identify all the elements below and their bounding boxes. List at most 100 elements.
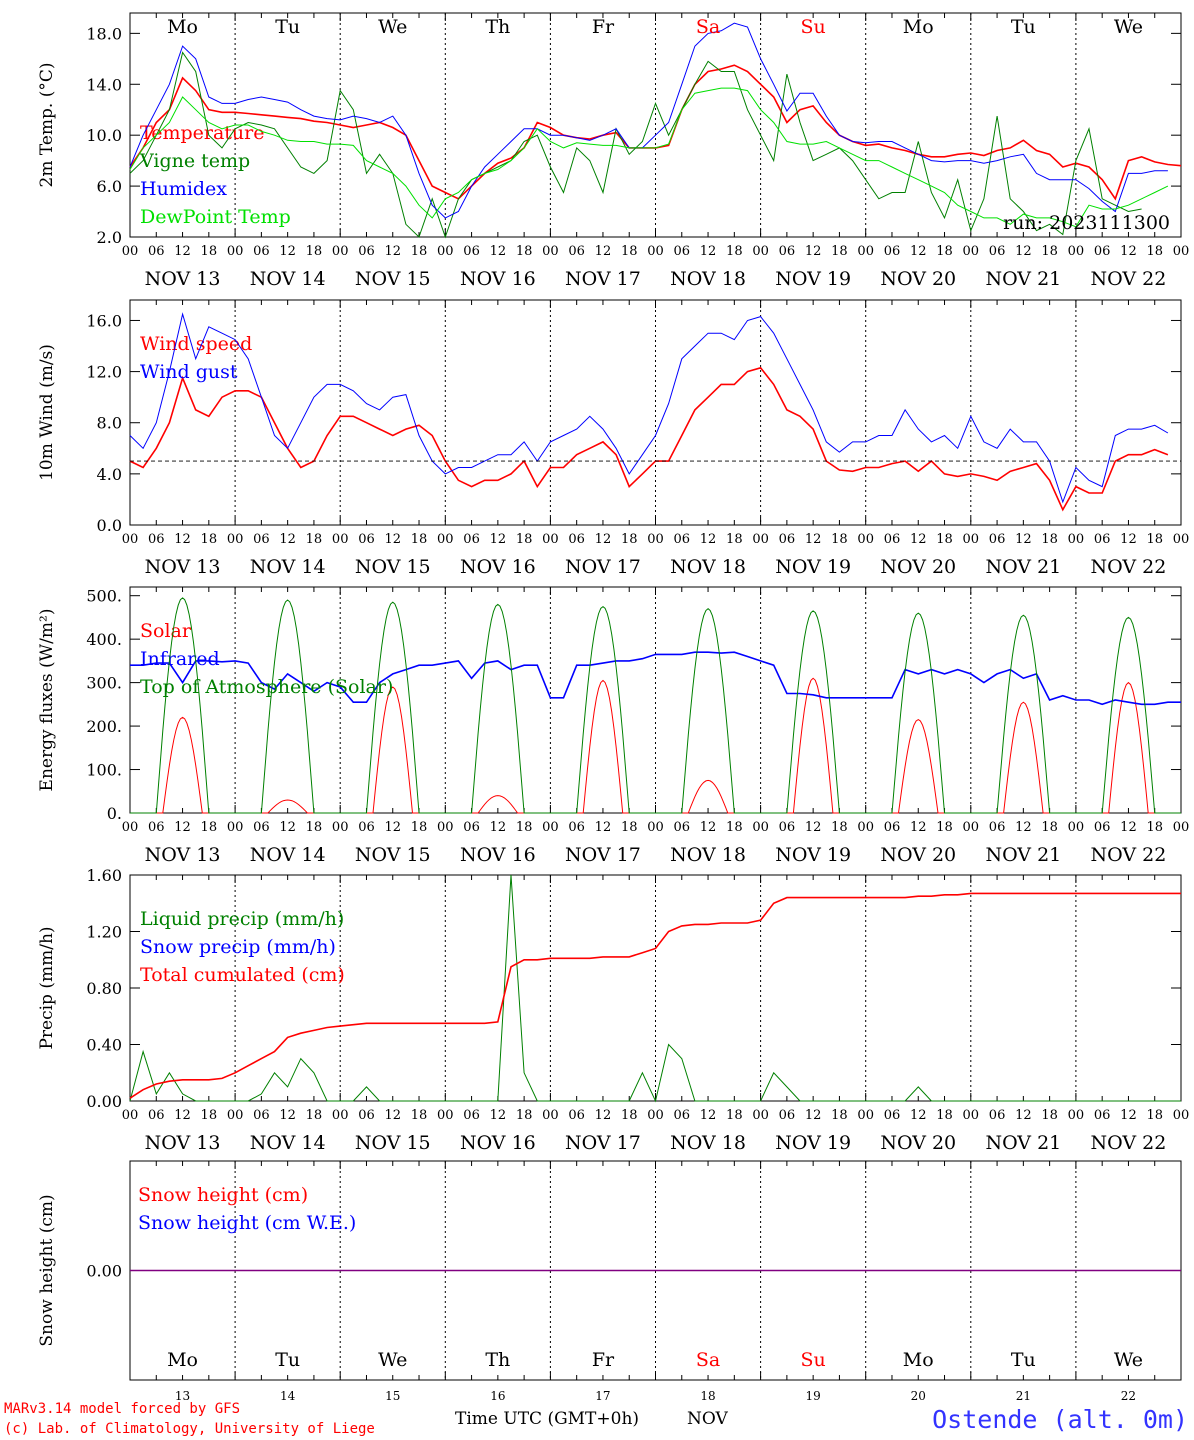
legend-label: Infrared bbox=[140, 648, 220, 670]
y-tick-label: 8.0 bbox=[97, 414, 122, 433]
x-hour-label: 18 bbox=[306, 1108, 323, 1123]
x-hour-label: 06 bbox=[1094, 820, 1111, 835]
legend-label: Wind gust bbox=[140, 361, 238, 383]
x-hour-label: 12 bbox=[700, 532, 717, 547]
x-hour-label: 06 bbox=[358, 820, 375, 835]
x-hour-label: 12 bbox=[910, 1108, 927, 1123]
legend-label: Liquid precip (mm/h) bbox=[140, 908, 344, 930]
day-name-top: We bbox=[1114, 16, 1143, 38]
x-date-label: NOV 20 bbox=[880, 268, 956, 290]
x-hour-label: 18 bbox=[936, 820, 953, 835]
x-hour-label: 00 bbox=[227, 532, 244, 547]
x-hour-label: 12 bbox=[174, 532, 191, 547]
x-hour-label: 18 bbox=[516, 820, 533, 835]
month-label: NOV bbox=[687, 1409, 729, 1429]
x-hour-label: 06 bbox=[779, 1108, 796, 1123]
x-hour-label: 00 bbox=[1068, 532, 1085, 547]
y-tick-label: 200. bbox=[86, 717, 122, 736]
x-hour-label: 00 bbox=[647, 532, 664, 547]
x-date-label: NOV 21 bbox=[985, 1132, 1061, 1154]
y-tick-label: 1.20 bbox=[86, 923, 122, 942]
x-hour-label: 12 bbox=[279, 532, 296, 547]
x-hour-label: 18 bbox=[1146, 532, 1163, 547]
panel-3: 0. 100. 200. 300. 400. 500. Energy fluxes (W/m… bbox=[37, 586, 1189, 866]
x-hour-label: 00 bbox=[647, 820, 664, 835]
series-total-cumulated-cm- bbox=[129, 892, 1181, 1099]
y-tick-label: 0.00 bbox=[86, 1092, 122, 1111]
day-name-bottom: We bbox=[1114, 1349, 1143, 1371]
x-hour-label: 06 bbox=[253, 532, 270, 547]
x-hour-label: 06 bbox=[1094, 532, 1111, 547]
x-hour-label: 12 bbox=[1120, 820, 1137, 835]
day-name-top: Th bbox=[485, 16, 510, 38]
x-hour-label: 18 bbox=[411, 244, 428, 259]
day-name-top: Su bbox=[801, 16, 826, 38]
panels: 2.06.010.014.018.02m Temp. (°C)00 06 12 18 0… bbox=[37, 12, 1189, 1403]
x-hour-label: 12 bbox=[384, 1108, 401, 1123]
lab-credit: (c) Lab. of Climatology, University of L… bbox=[4, 1421, 375, 1437]
x-hour-label: 18 bbox=[516, 532, 533, 547]
x-hour-label: 06 bbox=[884, 532, 901, 547]
x-date-label: NOV 13 bbox=[145, 268, 221, 290]
x-date-label: NOV 20 bbox=[880, 1132, 956, 1154]
x-hour-label: 06 bbox=[1094, 1108, 1111, 1123]
x-hour-label: 00 bbox=[227, 820, 244, 835]
day-name-bottom: Tu bbox=[275, 1349, 300, 1371]
day-name-top: We bbox=[378, 16, 407, 38]
legend-label: Snow height (cm W.E.) bbox=[138, 1212, 356, 1234]
x-hour-label: 00 bbox=[752, 1108, 769, 1123]
x-date-label: NOV 19 bbox=[775, 268, 851, 290]
legend-label: Vigne temp bbox=[139, 150, 250, 172]
x-date-label: NOV 22 bbox=[1091, 556, 1167, 578]
x-hour-label: 12 bbox=[384, 820, 401, 835]
day-number: 19 bbox=[806, 1389, 821, 1403]
x-hour-label: 18 bbox=[621, 1108, 638, 1123]
x-hour-label: 00 bbox=[752, 244, 769, 259]
x-hour-label: 18 bbox=[1146, 820, 1163, 835]
y-tick-label: 0. bbox=[107, 804, 122, 823]
day-number: 14 bbox=[280, 1389, 296, 1403]
x-hour-label: 12 bbox=[595, 244, 612, 259]
day-name-bottom: Th bbox=[485, 1349, 510, 1371]
x-hour-label: 12 bbox=[595, 820, 612, 835]
x-date-label: NOV 15 bbox=[355, 1132, 431, 1154]
x-date-label: NOV 14 bbox=[250, 556, 326, 578]
x-hour-label: 18 bbox=[726, 244, 743, 259]
x-date-label: NOV 19 bbox=[775, 1132, 851, 1154]
x-hour-label: 06 bbox=[463, 820, 480, 835]
x-date-label: NOV 16 bbox=[460, 1132, 536, 1154]
y-tick-label: 0.00 bbox=[86, 1262, 122, 1281]
x-hour-label: 06 bbox=[674, 244, 691, 259]
x-hour-label: 12 bbox=[490, 1108, 507, 1123]
x-hour-label: 00 bbox=[647, 244, 664, 259]
x-hour-label: 06 bbox=[253, 244, 270, 259]
x-hour-label: 12 bbox=[174, 244, 191, 259]
x-date-label: NOV 17 bbox=[565, 844, 641, 866]
day-number: 20 bbox=[911, 1389, 926, 1403]
x-hour-label: 00 bbox=[332, 1108, 349, 1123]
y-tick-label: 400. bbox=[86, 630, 122, 649]
x-hour-label: 12 bbox=[1015, 820, 1032, 835]
x-hour-label: 06 bbox=[463, 244, 480, 259]
day-name-top: Mo bbox=[903, 16, 934, 38]
x-date-label: NOV 20 bbox=[880, 556, 956, 578]
x-hour-label: 06 bbox=[358, 244, 375, 259]
x-hour-label: 18 bbox=[1041, 532, 1058, 547]
panel-5: 0.00 Snow height (cm) Snow height (cm) Snow… bbox=[37, 1160, 1182, 1381]
day-number: 18 bbox=[700, 1389, 715, 1403]
x-hour-label: 00 bbox=[227, 244, 244, 259]
series-dewpoint-temp bbox=[129, 87, 1169, 228]
x-hour-label: 18 bbox=[831, 820, 848, 835]
x-hour-label: 06 bbox=[568, 1108, 585, 1123]
day-name-bottom: Sa bbox=[696, 1349, 720, 1371]
x-hour-label: 18 bbox=[411, 820, 428, 835]
x-hour-label: 00 bbox=[542, 244, 559, 259]
x-date-label: NOV 19 bbox=[775, 844, 851, 866]
legend-label: Wind speed bbox=[140, 333, 252, 355]
x-hour-label: 18 bbox=[201, 244, 218, 259]
y-tick-label: 12.0 bbox=[86, 363, 122, 382]
x-hour-label: 12 bbox=[384, 532, 401, 547]
x-hour-label: 12 bbox=[1120, 244, 1137, 259]
x-hour-label: 00 bbox=[122, 820, 139, 835]
legend-label: Total cumulated (cm) bbox=[140, 964, 345, 986]
